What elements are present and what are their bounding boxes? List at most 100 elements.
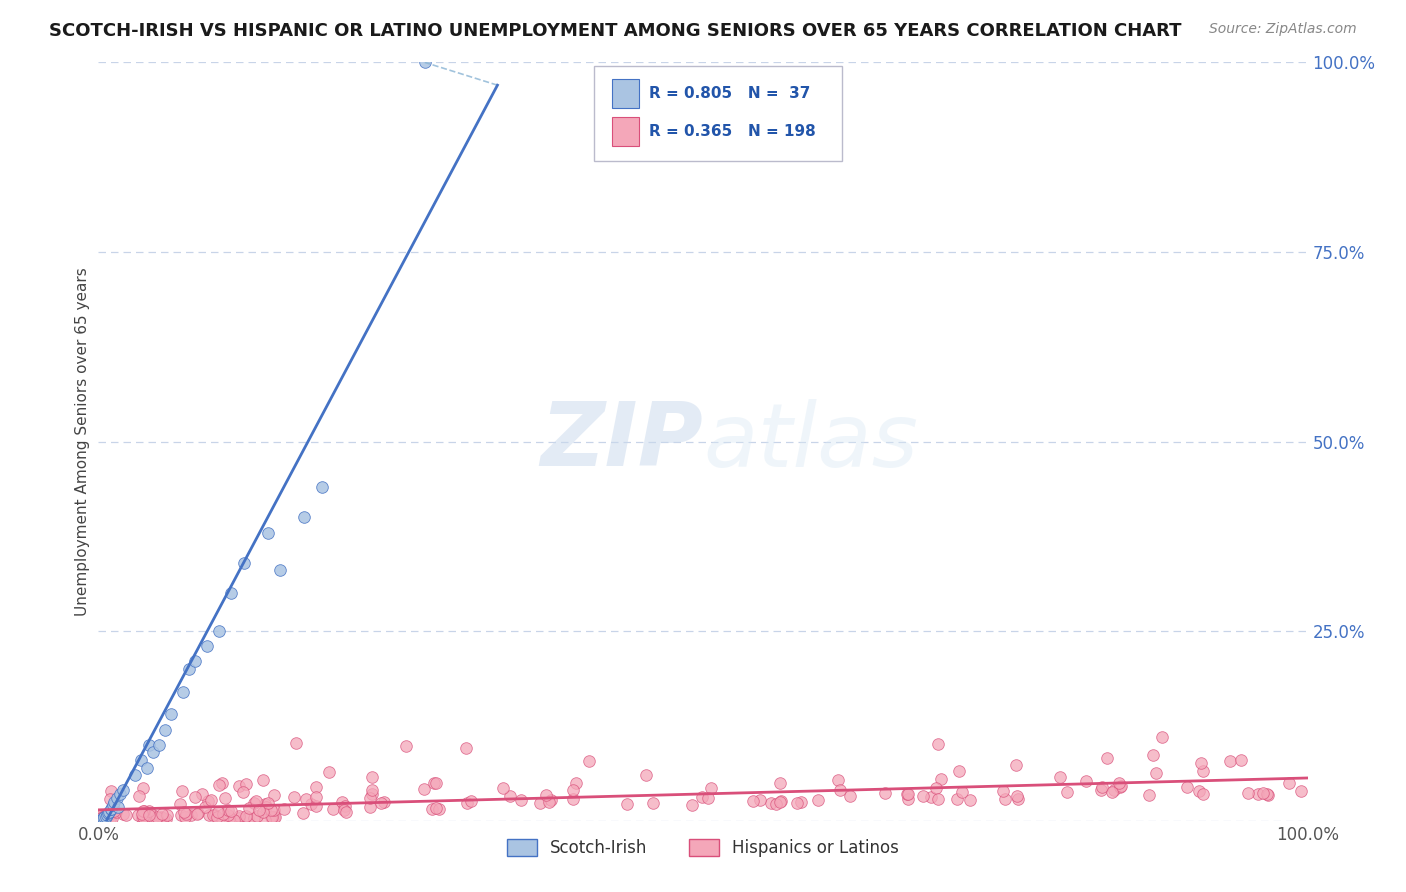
Text: R = 0.365   N = 198: R = 0.365 N = 198 xyxy=(648,124,815,139)
Point xyxy=(786,796,808,810)
Point xyxy=(807,792,830,806)
Point xyxy=(186,806,208,821)
Point xyxy=(253,814,276,828)
Point xyxy=(333,799,356,814)
Point xyxy=(228,811,250,825)
Point xyxy=(273,802,295,816)
Point xyxy=(201,807,224,822)
Point xyxy=(681,798,703,813)
Point xyxy=(1108,780,1130,795)
Point xyxy=(91,811,114,825)
Point xyxy=(491,780,513,795)
Point xyxy=(138,808,160,822)
Point xyxy=(184,790,207,805)
Y-axis label: Unemployment Among Seniors over 65 years: Unemployment Among Seniors over 65 years xyxy=(75,268,90,615)
Point xyxy=(207,810,229,824)
Point xyxy=(96,807,118,822)
Point xyxy=(790,795,813,809)
Point xyxy=(108,787,131,801)
Point xyxy=(98,792,121,806)
Point xyxy=(359,791,381,805)
Point xyxy=(1191,764,1213,778)
Point xyxy=(128,789,150,803)
Point xyxy=(214,791,236,805)
Point xyxy=(1007,792,1029,806)
Point xyxy=(218,812,240,826)
Point xyxy=(641,796,664,810)
Text: SCOTCH-IRISH VS HISPANIC OR LATINO UNEMPLOYMENT AMONG SENIORS OVER 65 YEARS CORR: SCOTCH-IRISH VS HISPANIC OR LATINO UNEMP… xyxy=(49,22,1181,40)
Point xyxy=(318,765,340,780)
Point xyxy=(299,797,322,811)
Point xyxy=(222,814,245,828)
Point xyxy=(94,812,117,826)
Point xyxy=(413,781,436,796)
Point xyxy=(169,808,191,822)
Point xyxy=(263,810,285,824)
Point xyxy=(208,624,231,639)
Point xyxy=(636,768,658,782)
Point xyxy=(425,776,447,790)
Point xyxy=(207,805,229,819)
Point xyxy=(103,804,125,818)
Point xyxy=(373,795,395,809)
Point xyxy=(190,787,212,801)
Point xyxy=(897,791,920,805)
Point xyxy=(920,790,942,805)
Point xyxy=(529,796,551,810)
Point xyxy=(129,753,152,767)
Point xyxy=(101,812,124,826)
Point xyxy=(146,810,169,824)
Point xyxy=(827,772,849,787)
Point xyxy=(235,777,257,791)
Point xyxy=(1056,785,1078,799)
Point xyxy=(1090,780,1112,794)
Point xyxy=(946,792,969,806)
Point xyxy=(145,813,167,827)
Point xyxy=(311,480,333,494)
Point xyxy=(155,812,177,826)
Point xyxy=(134,809,156,823)
Point xyxy=(769,775,792,789)
Point xyxy=(194,800,217,814)
Point xyxy=(425,800,447,814)
Point xyxy=(207,778,229,792)
Point xyxy=(1289,784,1312,798)
Point xyxy=(537,796,560,810)
Point xyxy=(148,738,170,752)
Point xyxy=(156,808,179,822)
Point xyxy=(873,785,896,799)
Point xyxy=(100,802,122,816)
Point xyxy=(295,792,318,806)
Point xyxy=(89,809,111,823)
Point xyxy=(197,794,219,808)
Point xyxy=(839,789,862,804)
Point xyxy=(565,776,588,790)
Point xyxy=(499,789,522,803)
FancyBboxPatch shape xyxy=(595,66,842,161)
Point xyxy=(269,564,291,578)
Point xyxy=(100,783,122,797)
Point xyxy=(540,793,562,807)
Point xyxy=(360,770,382,784)
Point xyxy=(991,784,1014,798)
Point xyxy=(138,804,160,818)
Point xyxy=(1152,730,1174,744)
Point xyxy=(263,803,285,817)
Point xyxy=(105,805,128,819)
Point xyxy=(98,812,121,826)
Point xyxy=(1109,780,1132,794)
Point xyxy=(174,810,197,824)
Text: R = 0.805   N =  37: R = 0.805 N = 37 xyxy=(648,86,810,101)
Point xyxy=(395,739,418,754)
Point xyxy=(211,775,233,789)
Point xyxy=(236,811,259,825)
Point xyxy=(232,556,254,570)
Point xyxy=(1247,788,1270,802)
Point xyxy=(413,55,436,70)
Point xyxy=(1256,787,1278,801)
Point xyxy=(292,805,315,820)
Point xyxy=(176,807,198,822)
Point xyxy=(238,801,260,815)
Bar xyxy=(613,117,638,145)
Point xyxy=(132,781,155,796)
